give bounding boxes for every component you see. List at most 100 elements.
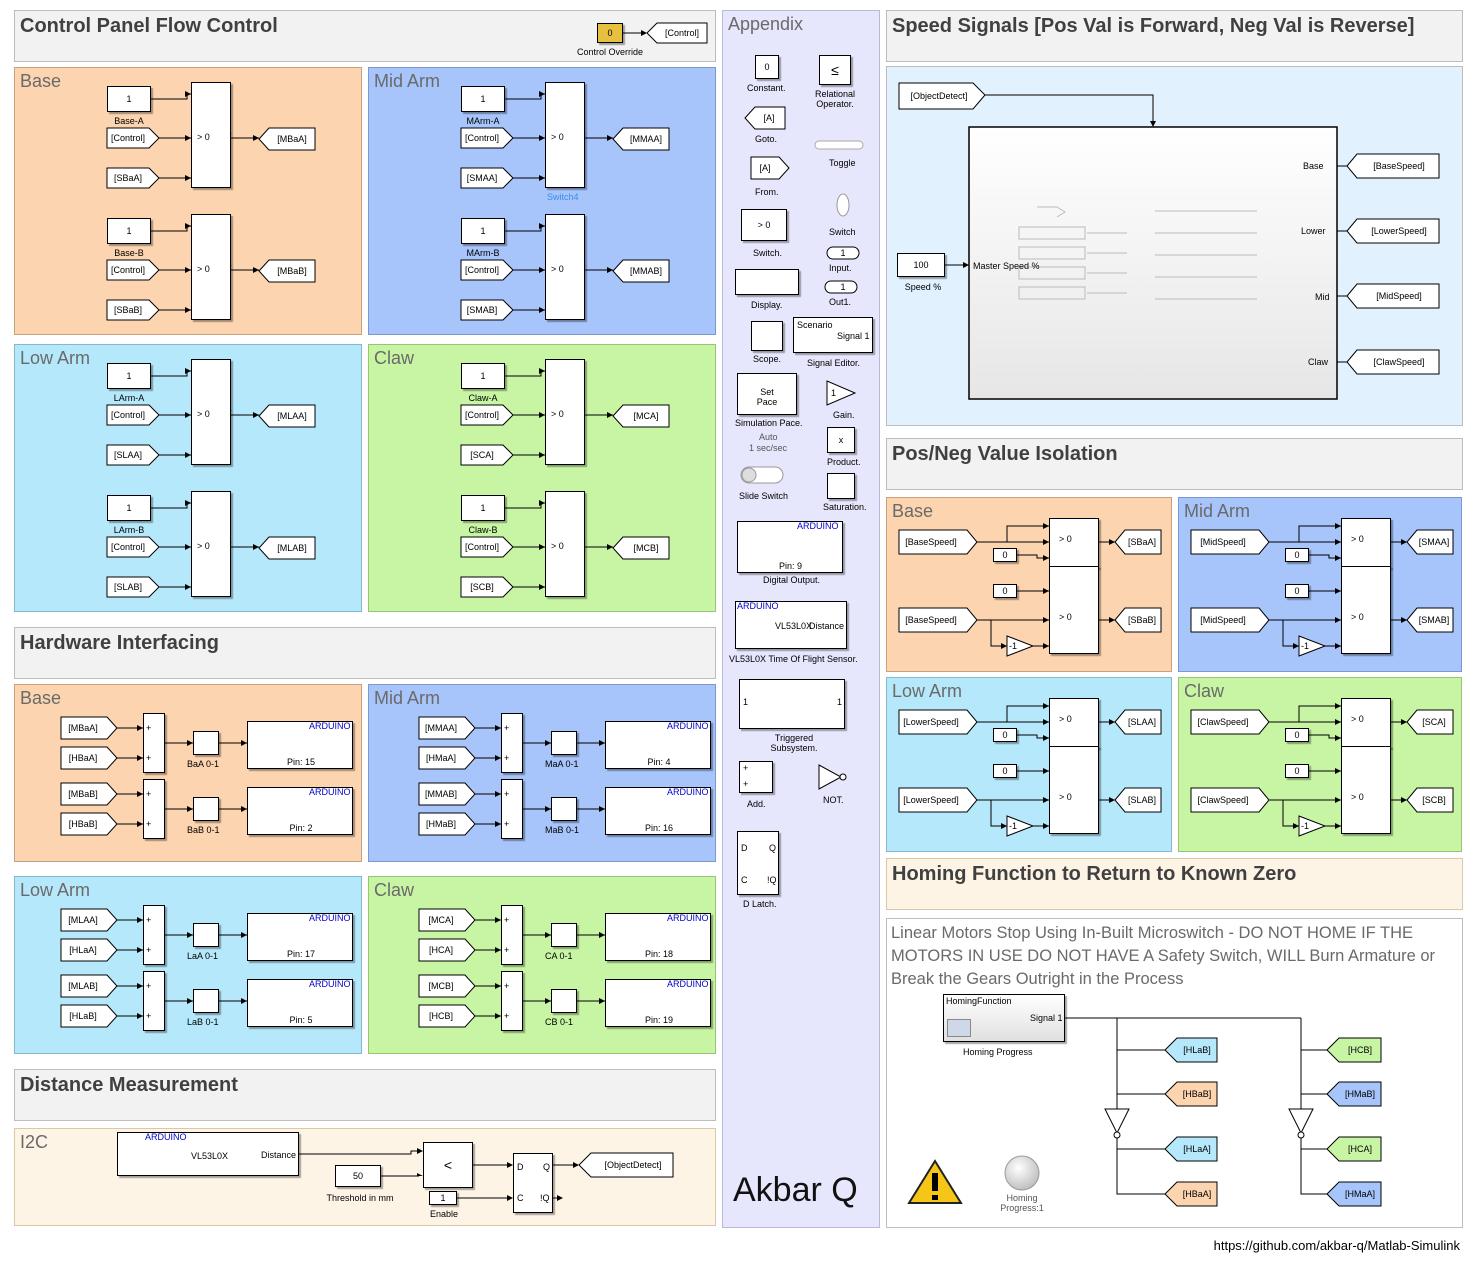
isolated-goto-tag[interactable]: [SMAA]: [1418, 537, 1450, 547]
isolated-goto-tag[interactable]: [SCA]: [1422, 717, 1446, 727]
relational-operator-block[interactable]: <: [423, 1142, 473, 1188]
digital-output-block[interactable]: [247, 913, 353, 961]
motor-goto-tag[interactable]: [MMAA]: [629, 134, 662, 144]
digital-output-block[interactable]: [605, 979, 711, 1027]
switch-block[interactable]: [191, 491, 231, 597]
zero-constant[interactable]: 0: [993, 548, 1017, 562]
add-block[interactable]: [143, 713, 165, 773]
add-block[interactable]: [501, 905, 523, 965]
control-from-tag[interactable]: [Control]: [110, 410, 145, 420]
homing-tag-hmaa[interactable]: [HMaA]: [1344, 1189, 1375, 1199]
homing-lamp[interactable]: [1005, 1156, 1039, 1190]
motor-goto-tag[interactable]: [MLAA]: [277, 411, 307, 421]
signal-from-tag[interactable]: [SBaA]: [113, 173, 142, 183]
saturation-block[interactable]: [193, 797, 219, 821]
footer-url[interactable]: https://github.com/akbar-q/Matlab-Simuli…: [1213, 1238, 1460, 1253]
from-tag[interactable]: [MCB]: [428, 981, 454, 991]
switch-block[interactable]: [191, 82, 231, 188]
switch-block[interactable]: [1049, 566, 1099, 654]
digital-output-block[interactable]: [247, 787, 353, 835]
switch-block[interactable]: [1049, 746, 1099, 834]
control-override-constant[interactable]: 0: [597, 23, 623, 43]
add-block[interactable]: [143, 971, 165, 1031]
homing-tag-hlab[interactable]: [HLaB]: [1183, 1045, 1211, 1055]
signal-from-tag[interactable]: [SCB]: [470, 582, 494, 592]
pace-block[interactable]: [737, 373, 797, 415]
display-block[interactable]: [735, 269, 799, 295]
enable-constant[interactable]: 1: [429, 1191, 457, 1205]
speed-from-tag[interactable]: [LowerSpeed]: [903, 795, 959, 805]
switch-block[interactable]: [1341, 698, 1391, 748]
homing-tag-hbab[interactable]: [HBaB]: [1182, 1089, 1212, 1099]
speed-from-tag[interactable]: [ClawSpeed]: [1197, 795, 1249, 805]
saturation-block[interactable]: [551, 923, 577, 947]
homing-tag-hlaa[interactable]: [HLaA]: [1183, 1144, 1211, 1154]
from-tag[interactable]: [HMaA]: [425, 753, 456, 763]
add-block[interactable]: [739, 761, 773, 793]
from-tag[interactable]: [MCA]: [428, 915, 454, 925]
isolated-goto-tag[interactable]: [SCB]: [1422, 795, 1446, 805]
from-tag[interactable]: [MMAA]: [424, 723, 457, 733]
mid-speed-goto[interactable]: [MidSpeed]: [1376, 291, 1422, 301]
product-block[interactable]: x: [827, 427, 855, 453]
control-from-tag[interactable]: [Control]: [464, 265, 499, 275]
zero-constant[interactable]: 0: [1285, 548, 1309, 562]
zero-constant[interactable]: 0: [993, 584, 1017, 598]
isolated-goto-tag[interactable]: [SLAB]: [1127, 795, 1156, 805]
from-tag[interactable]: [HCA]: [428, 945, 453, 955]
switch-block[interactable]: [191, 359, 231, 465]
from-tag[interactable]: [HLaA]: [69, 945, 97, 955]
add-block[interactable]: [501, 971, 523, 1031]
zero-constant[interactable]: 0: [993, 728, 1017, 742]
digital-output-block[interactable]: [737, 521, 843, 573]
control-from-tag[interactable]: [Control]: [110, 542, 145, 552]
from-tag[interactable]: [HBaA]: [68, 753, 98, 763]
from-tag[interactable]: [MMAB]: [424, 789, 457, 799]
switch-block[interactable]: > 0: [741, 209, 787, 241]
const-block[interactable]: 1: [107, 495, 151, 521]
isolated-goto-tag[interactable]: [SMAB]: [1418, 615, 1450, 625]
from-tag[interactable]: [MLAB]: [68, 981, 98, 991]
const-block[interactable]: 1: [107, 218, 151, 244]
constant-block[interactable]: 0: [755, 55, 779, 79]
speed-from-tag[interactable]: [MidSpeed]: [1200, 537, 1246, 547]
object-detect-from[interactable]: [ObjectDetect]: [910, 91, 968, 101]
digital-output-block[interactable]: [605, 721, 711, 769]
motor-goto-tag[interactable]: [MBaB]: [277, 266, 307, 276]
outport-block[interactable]: 1: [840, 282, 846, 292]
const-block[interactable]: 1: [107, 363, 151, 389]
switch-block[interactable]: [545, 359, 585, 465]
signal-from-tag[interactable]: [SLAA]: [113, 450, 142, 460]
digital-output-block[interactable]: [247, 979, 353, 1027]
from-tag[interactable]: [MLAA]: [68, 915, 98, 925]
goto-block[interactable]: [A]: [763, 113, 775, 123]
motor-goto-tag[interactable]: [MLAB]: [277, 543, 307, 553]
signal-from-tag[interactable]: [SLAB]: [113, 582, 142, 592]
motor-goto-tag[interactable]: [MBaA]: [277, 134, 307, 144]
d-latch-block[interactable]: [737, 831, 779, 895]
add-block[interactable]: [501, 713, 523, 773]
speed-subsystem[interactable]: [969, 127, 1337, 399]
switch-block[interactable]: [1341, 566, 1391, 654]
add-block[interactable]: [501, 779, 523, 839]
control-from-tag[interactable]: [Control]: [110, 133, 145, 143]
from-tag[interactable]: [MBaA]: [68, 723, 98, 733]
from-tag[interactable]: [MBaB]: [68, 789, 98, 799]
switch-block[interactable]: [1049, 698, 1099, 748]
speed-from-tag[interactable]: [BaseSpeed]: [905, 615, 957, 625]
control-from-tag[interactable]: [Control]: [110, 265, 145, 275]
speed-from-tag[interactable]: [MidSpeed]: [1200, 615, 1246, 625]
zero-constant[interactable]: 0: [1285, 764, 1309, 778]
digital-output-block[interactable]: [605, 787, 711, 835]
object-detect-goto[interactable]: [ObjectDetect]: [604, 1160, 662, 1170]
saturation-block[interactable]: [193, 731, 219, 755]
saturation-block[interactable]: [551, 989, 577, 1013]
signal-from-tag[interactable]: [SMAA]: [466, 173, 498, 183]
control-from-tag[interactable]: [Control]: [464, 133, 499, 143]
scope-block[interactable]: [751, 321, 783, 351]
signal-from-tag[interactable]: [SBaB]: [113, 305, 142, 315]
tof-block[interactable]: [735, 601, 847, 649]
control-from-tag[interactable]: [Control]: [464, 410, 499, 420]
const-block[interactable]: 1: [107, 86, 151, 112]
from-block[interactable]: [A]: [759, 163, 771, 173]
